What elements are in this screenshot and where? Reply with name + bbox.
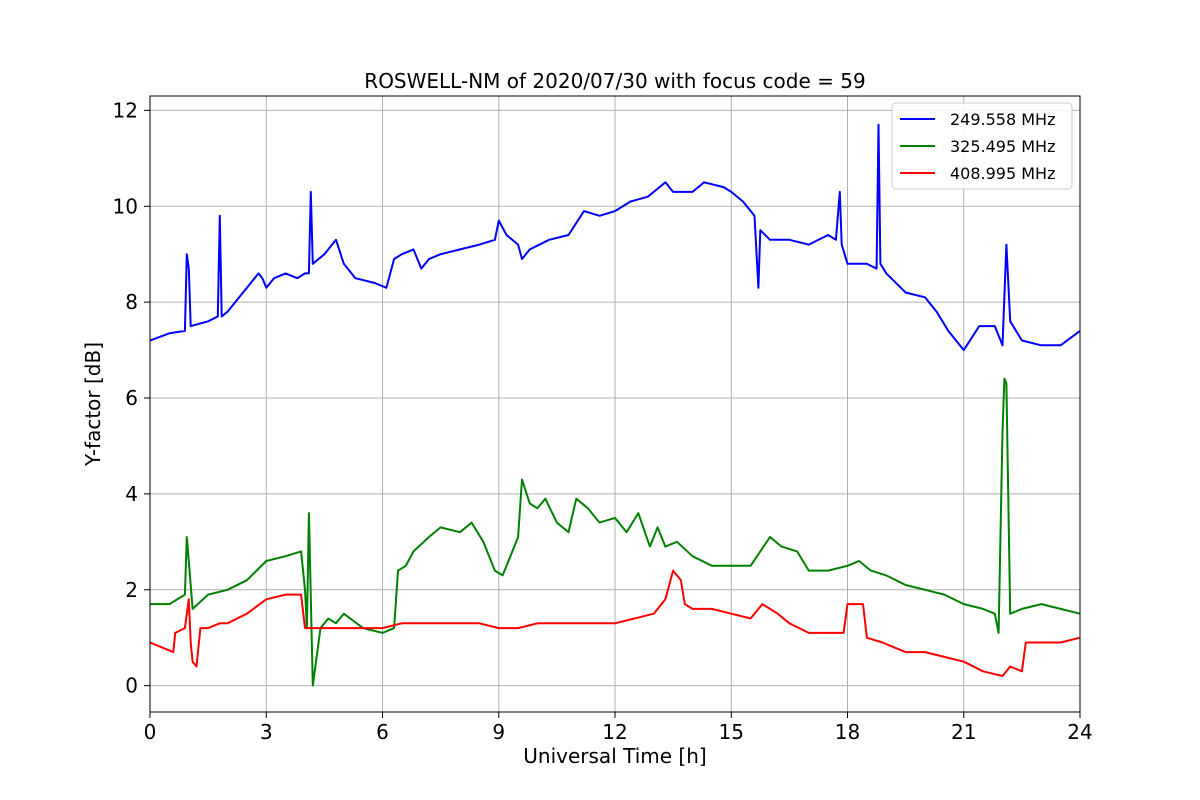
legend-label-3: 408.995 MHz (950, 164, 1055, 183)
chart-title: ROSWELL-NM of 2020/07/30 with focus code… (364, 69, 865, 93)
series-line-1 (149, 123, 1081, 352)
y-tick-label: 8 (125, 290, 138, 314)
y-axis-label: Y-factor [dB] (81, 342, 105, 467)
y-tick-label: 0 (125, 674, 138, 698)
legend-label-2: 325.495 MHz (950, 137, 1055, 156)
series-line-3 (149, 569, 1081, 677)
legend-label-1: 249.558 MHz (950, 110, 1055, 129)
legend-box (891, 102, 1073, 190)
x-tick-label: 12 (602, 720, 627, 744)
x-tick-label: 18 (835, 720, 860, 744)
y-tick-label: 4 (125, 482, 138, 506)
x-tick-label: 0 (144, 720, 157, 744)
series-layer (149, 123, 1081, 687)
y-tick-label: 12 (113, 98, 138, 122)
x-tick-label: 15 (719, 720, 744, 744)
legend: 249.558 MHz 325.495 MHz 408.995 MHz (891, 102, 1073, 190)
x-tick-label: 9 (492, 720, 505, 744)
x-axis-label: Universal Time [h] (523, 744, 706, 768)
y-tick-label: 10 (113, 194, 138, 218)
x-tick-label: 3 (260, 720, 273, 744)
legend-entries: 249.558 MHz 325.495 MHz 408.995 MHz (900, 110, 1055, 183)
x-tick-label: 21 (951, 720, 976, 744)
y-tick-label: 6 (125, 386, 138, 410)
y-tick-label: 2 (125, 578, 138, 602)
x-tick-label: 24 (1067, 720, 1092, 744)
x-tick-label: 6 (376, 720, 389, 744)
